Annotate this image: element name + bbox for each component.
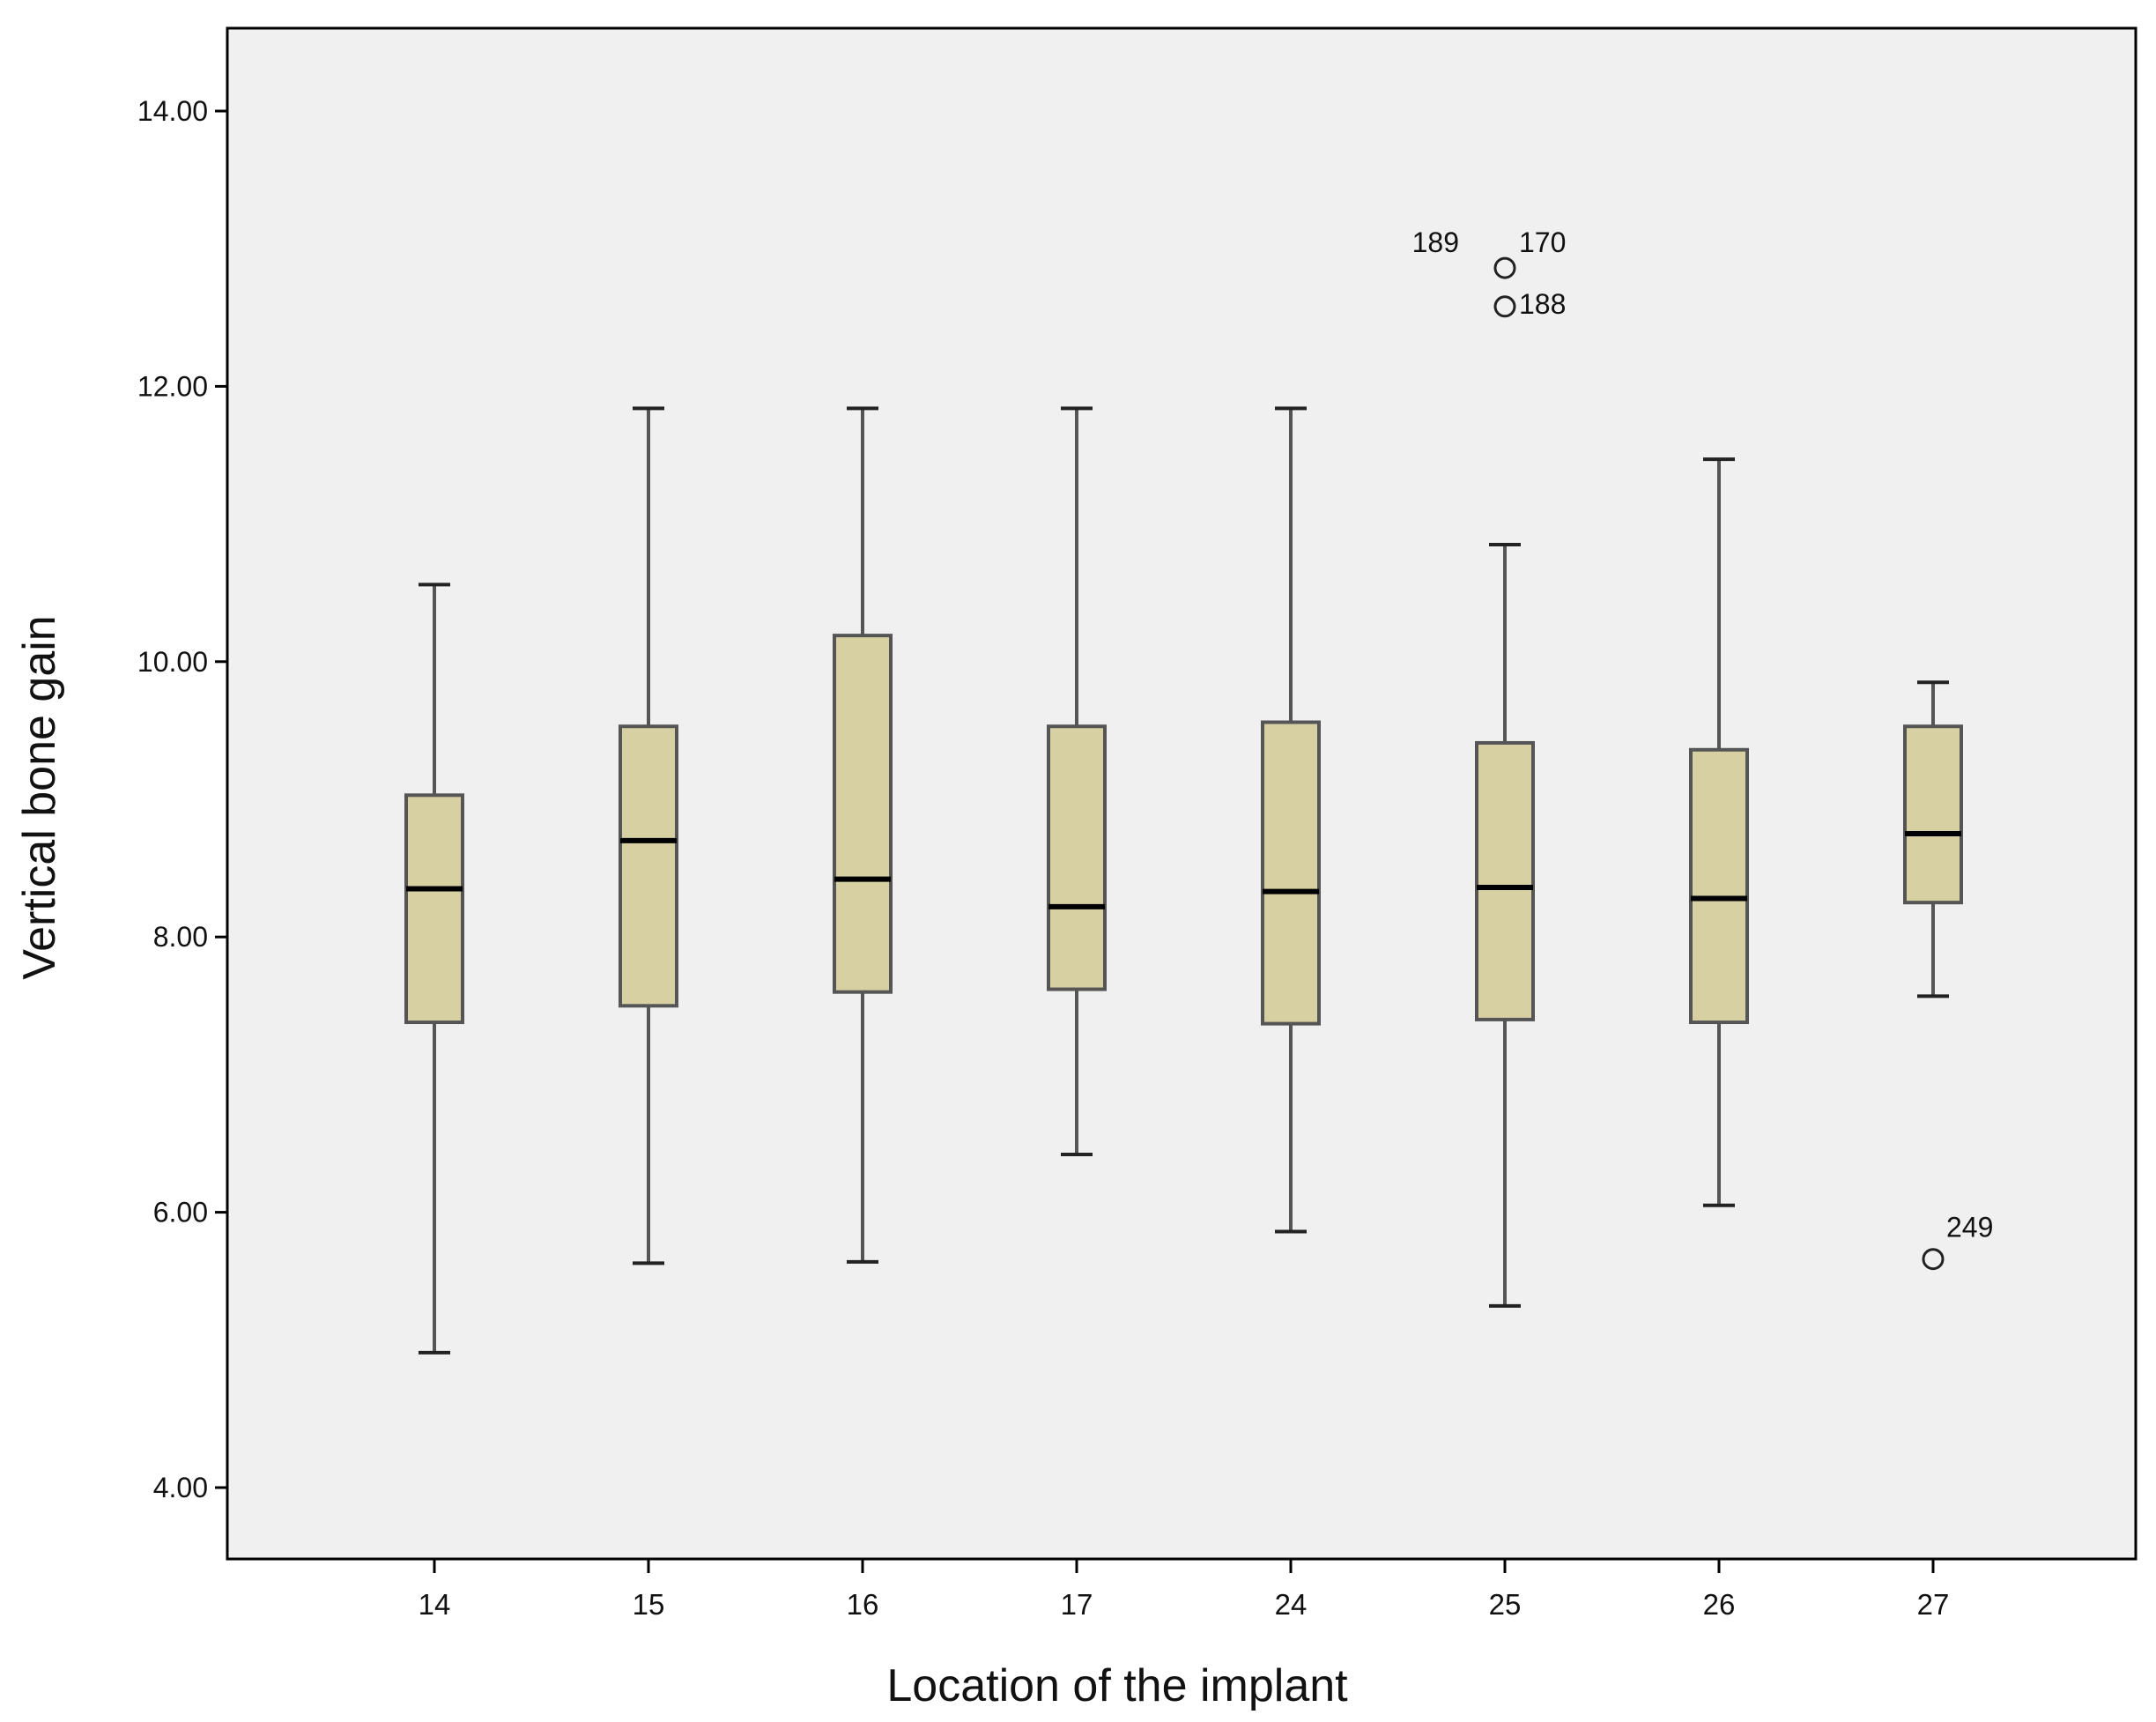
- box: [619, 724, 678, 1008]
- y-tick-label: 14.00: [137, 95, 208, 127]
- y-axis: 4.00 6.00 8.00 10.00 12.00 14.00: [137, 95, 227, 1503]
- outlier-point: [1493, 256, 1516, 279]
- box-group-27: [1903, 680, 1963, 998]
- x-tick-label: 16: [847, 1588, 879, 1621]
- box-group-14: [404, 583, 464, 1355]
- box-group-24: [1261, 406, 1321, 1234]
- outlier-point: [1922, 1248, 1945, 1271]
- x-axis-title: Location of the implant: [886, 1660, 1348, 1711]
- x-tick-label: 25: [1489, 1588, 1522, 1621]
- box-group-15: [619, 406, 678, 1266]
- plot-area: [226, 26, 2137, 1561]
- box: [833, 634, 893, 994]
- box-group-17: [1047, 406, 1107, 1156]
- y-tick-label: 10.00: [137, 646, 208, 678]
- box-group-26: [1689, 457, 1749, 1207]
- x-axis: 14 15 16 17 24 25 26 27: [419, 1559, 1950, 1621]
- box: [1047, 724, 1107, 991]
- x-tick-label: 26: [1703, 1588, 1736, 1621]
- outlier-point: [1493, 295, 1516, 318]
- x-tick-label: 17: [1061, 1588, 1093, 1621]
- x-tick-label: 24: [1275, 1588, 1308, 1621]
- outlier-label: 188: [1519, 288, 1566, 320]
- box: [1475, 740, 1535, 1021]
- box: [404, 793, 464, 1025]
- outlier-label: 189: [1412, 226, 1459, 258]
- boxes-layer: 189 170 188 249: [404, 226, 1993, 1355]
- box: [1261, 720, 1321, 1026]
- y-tick-label: 6.00: [153, 1197, 208, 1228]
- y-tick-label: 8.00: [153, 921, 208, 953]
- x-tick-label: 15: [633, 1588, 665, 1621]
- box: [1903, 724, 1963, 905]
- y-tick-label: 4.00: [153, 1472, 208, 1503]
- x-tick-label: 14: [419, 1588, 451, 1621]
- x-tick-label: 27: [1917, 1588, 1950, 1621]
- box-group-25: [1475, 543, 1535, 1308]
- box-group-16: [833, 406, 893, 1264]
- y-axis-title: Vertical bone gain: [14, 615, 65, 979]
- outlier-label: 249: [1946, 1212, 1993, 1243]
- box: [1689, 747, 1749, 1025]
- outlier-label: 170: [1519, 226, 1566, 258]
- y-tick-label: 12.00: [137, 370, 208, 402]
